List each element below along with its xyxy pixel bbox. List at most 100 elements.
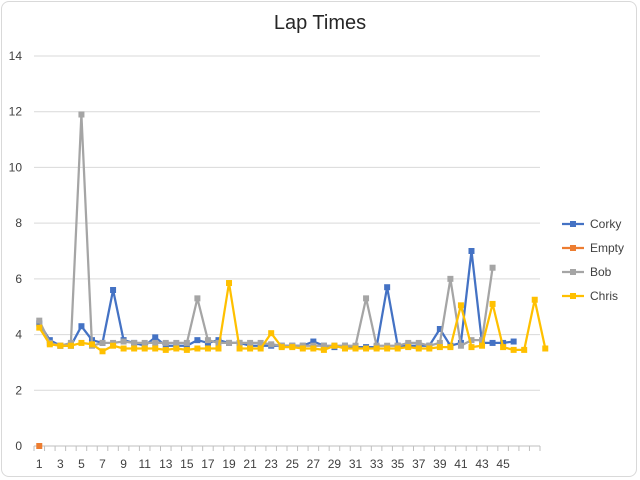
y-tick-label: 10 xyxy=(9,160,23,174)
data-point xyxy=(521,346,528,353)
data-point xyxy=(99,348,106,355)
data-point xyxy=(436,339,443,346)
legend: Corky Empty Bob Chris xyxy=(562,217,624,303)
x-tick-label: 25 xyxy=(286,457,300,471)
data-point xyxy=(67,342,74,349)
data-point xyxy=(405,344,412,351)
data-point xyxy=(57,342,64,349)
data-point xyxy=(436,344,443,351)
y-tick-label: 0 xyxy=(15,439,22,453)
data-point xyxy=(78,323,85,330)
x-tick-label: 7 xyxy=(99,457,106,471)
legend-item-chris: Chris xyxy=(562,289,618,303)
data-point xyxy=(88,341,95,348)
data-point xyxy=(310,338,317,345)
y-axis-ticks: 0 2 4 6 8 10 12 14 xyxy=(9,49,23,453)
data-point xyxy=(384,345,391,352)
data-point xyxy=(78,111,85,118)
data-point xyxy=(405,339,412,346)
legend-label: Corky xyxy=(590,217,621,231)
data-point xyxy=(447,344,454,351)
x-tick-label: 37 xyxy=(412,457,426,471)
data-point xyxy=(352,345,359,352)
y-tick-label: 4 xyxy=(15,328,22,342)
x-tick-label: 41 xyxy=(454,457,468,471)
x-tick-label: 27 xyxy=(307,457,321,471)
data-point xyxy=(152,334,159,341)
data-point xyxy=(278,344,285,351)
x-tick-label: 23 xyxy=(265,457,279,471)
chart-title: Lap Times xyxy=(273,12,367,34)
x-tick-label: 9 xyxy=(120,457,127,471)
x-tick-label: 5 xyxy=(78,457,85,471)
x-tick-label: 13 xyxy=(159,457,173,471)
data-point xyxy=(447,275,454,282)
data-point xyxy=(173,345,180,352)
data-point xyxy=(204,345,211,352)
data-point xyxy=(183,346,190,353)
data-point xyxy=(479,337,486,344)
data-point xyxy=(204,337,211,344)
data-point xyxy=(183,339,190,346)
data-point xyxy=(247,339,254,346)
data-point xyxy=(489,300,496,307)
data-point xyxy=(162,346,169,353)
y-tick-label: 6 xyxy=(15,272,22,286)
data-point xyxy=(173,339,180,346)
data-point xyxy=(426,345,433,352)
data-point xyxy=(36,324,43,331)
x-tick-label: 11 xyxy=(138,457,151,471)
data-point xyxy=(363,295,370,302)
data-point xyxy=(120,338,127,345)
data-point xyxy=(320,346,327,353)
x-tick-label: 31 xyxy=(349,457,363,471)
data-point xyxy=(468,344,475,351)
x-axis: 1 3 5 7 9 11 13 15 17 19 21 23 25 27 29 31 33 35 37 39 41 43 4… xyxy=(33,445,541,471)
data-point xyxy=(468,248,475,254)
data-point xyxy=(268,330,275,337)
data-point xyxy=(310,345,317,352)
data-point xyxy=(531,296,538,303)
data-point xyxy=(226,339,233,346)
data-point xyxy=(257,339,264,346)
data-point xyxy=(384,284,391,291)
x-tick-label: 21 xyxy=(243,457,257,471)
data-point xyxy=(542,345,549,352)
data-point xyxy=(141,345,148,352)
data-point xyxy=(131,339,138,346)
data-point xyxy=(479,342,486,349)
data-point xyxy=(226,280,233,287)
data-point xyxy=(468,337,475,344)
series-line xyxy=(38,113,494,347)
legend-swatch-marker xyxy=(570,221,576,227)
data-point xyxy=(46,341,53,348)
data-point xyxy=(36,317,43,324)
legend-item-bob: Bob xyxy=(562,265,612,279)
data-point xyxy=(78,339,85,346)
data-point xyxy=(320,342,327,349)
x-tick-label: 1 xyxy=(36,457,43,471)
x-tick-label: 3 xyxy=(57,457,64,471)
x-tick-label: 17 xyxy=(201,457,215,471)
x-tick-label: 35 xyxy=(391,457,405,471)
data-point xyxy=(500,344,507,351)
data-point xyxy=(489,264,496,271)
x-tick-label: 29 xyxy=(328,457,342,471)
data-point xyxy=(373,345,380,352)
data-point xyxy=(363,345,370,352)
data-point xyxy=(162,339,169,346)
data-point xyxy=(299,345,306,352)
data-point xyxy=(331,342,338,349)
legend-swatch-marker xyxy=(570,245,576,251)
series-chris xyxy=(36,280,549,355)
legend-swatch-marker xyxy=(570,269,576,275)
y-tick-label: 8 xyxy=(15,216,22,230)
x-tick-label: 19 xyxy=(222,457,236,471)
data-point xyxy=(268,341,275,348)
legend-label: Bob xyxy=(590,265,612,279)
y-tick-label: 14 xyxy=(9,49,23,63)
data-point xyxy=(341,345,348,352)
data-point xyxy=(289,344,296,351)
data-point xyxy=(120,345,127,352)
